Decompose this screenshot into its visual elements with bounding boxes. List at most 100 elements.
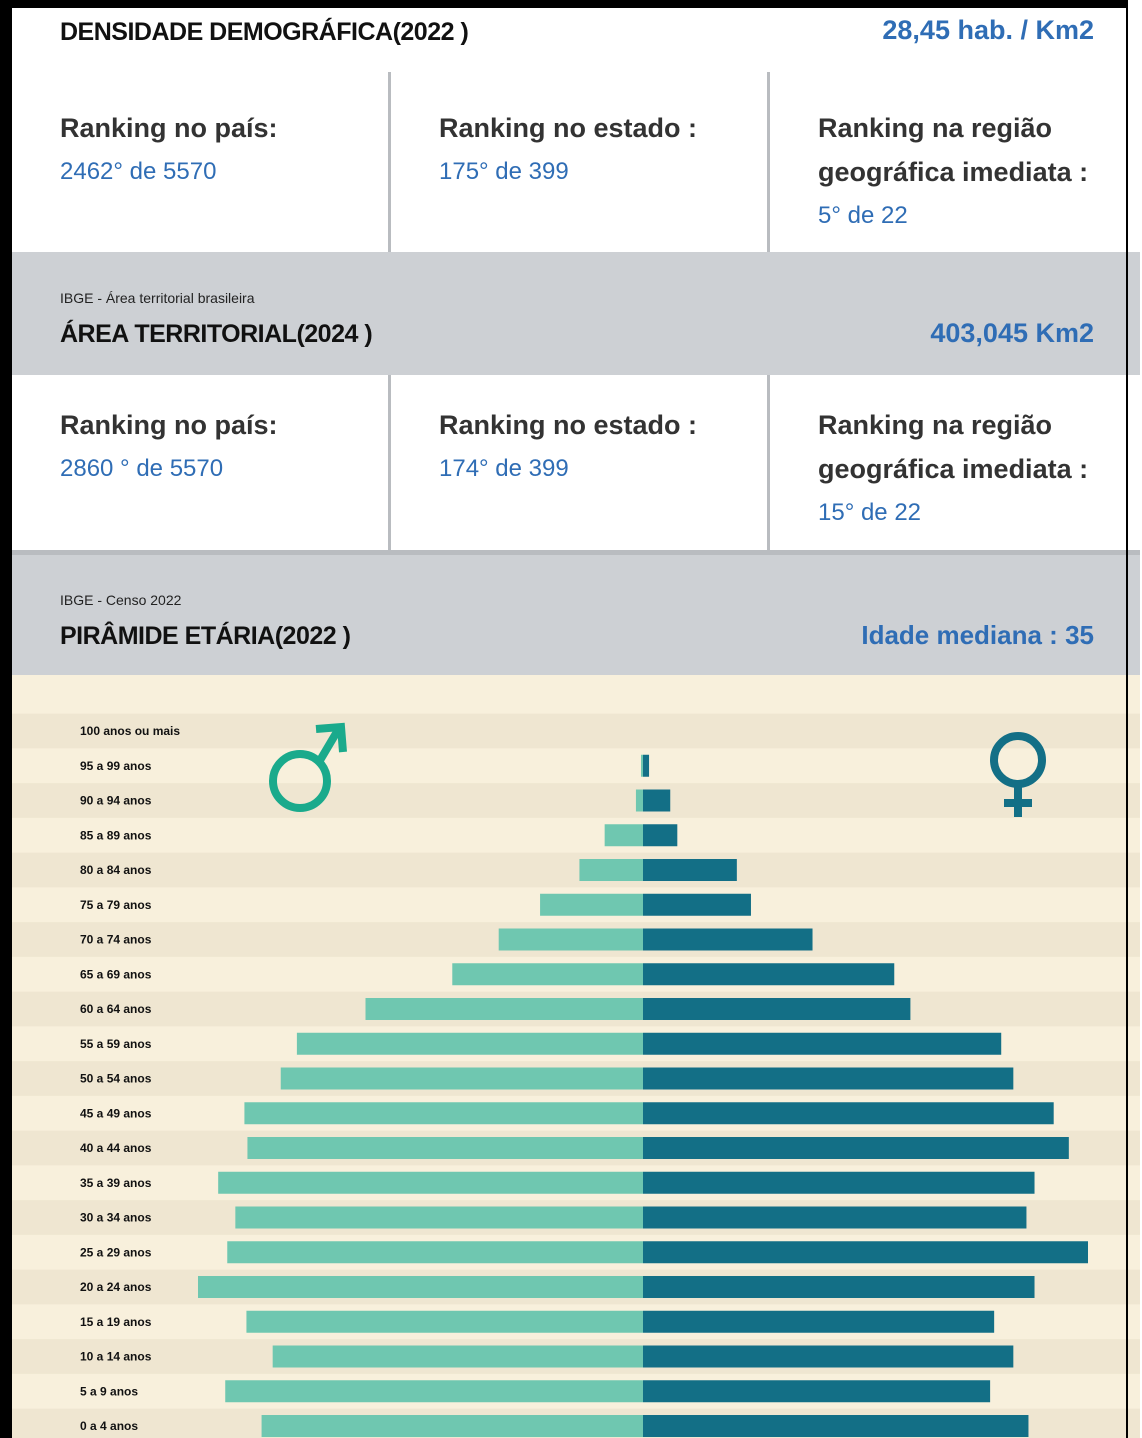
section-title: PIRÂMIDE ETÁRIA(2022 ) [60,622,351,650]
female-bar [643,859,737,881]
ranking-label: Ranking no estado : [439,113,698,143]
ranking: Ranking no país: 2462° de 5570 [12,72,390,252]
male-bar [296,1032,643,1055]
male-bar [246,1310,644,1333]
female-bar [643,1380,991,1403]
female-symbol [990,732,1046,817]
female-bar [643,1102,1054,1125]
y-tick-label: 95 a 99 anos [80,759,152,773]
density-section: DENSIDADE DEMOGRÁFICA(2022 ) 28,45 hab. … [12,0,1140,252]
y-tick-label: 70 a 74 anos [80,933,152,947]
section-title: DENSIDADE DEMOGRÁFICA(2022 ) [60,18,469,46]
ranking-value: 2860 ° de 5570 [60,455,224,482]
ranking-value: 174° de 399 [439,455,569,482]
female-bar [643,1276,1035,1298]
ranking-value: 2462° de 5570 [60,158,217,185]
male-bar [272,1345,643,1368]
male-bar [218,1171,644,1194]
female-bar [643,1345,1014,1368]
female-bar [643,1171,1035,1194]
female-bar [643,893,751,916]
male-bar [640,754,643,777]
female-bar [643,754,650,777]
rankings: Ranking no país: 2462° de 5570 Ranking no… [12,72,1140,252]
y-tick-label: 55 a 59 anos [80,1037,152,1051]
row-stripe [12,852,1140,888]
ranking: Ranking no país: 2860 ° de 5570 [12,375,390,550]
y-tick-label: 40 a 44 anos [80,1141,152,1155]
female-bar [643,1206,1027,1229]
ranking-value: 15° de 22 [818,499,922,526]
male-bar [247,1137,643,1159]
source: IBGE - Censo 2022 [60,592,182,608]
ranking-value: 175° de 399 [439,158,569,185]
area-rankings: Ranking no país: 2860 ° de 5570 Ranking n… [12,375,1140,555]
pyramid-header: IBGE - Censo 2022 PIRÂMIDE ETÁRIA(2022 )… [12,555,1140,675]
female-bar [643,1067,1014,1090]
male-bar [244,1102,643,1125]
y-tick-label: 30 a 34 anos [80,1211,152,1225]
pyramid-chart: 100 anos ou mais 95 a 99 anos 90 a 94 anos… [12,675,1140,1438]
y-tick-label: 75 a 79 anos [80,898,152,912]
y-tick-label: 10 a 14 anos [80,1350,152,1364]
male-bar [227,1241,643,1264]
male-bar [498,928,643,951]
y-tick-label: 20 a 24 anos [80,1280,152,1294]
y-tick-label: 0 a 4 anos [80,1419,138,1433]
y-tick-label: 15 a 19 anos [80,1315,152,1329]
male-bar [225,1380,643,1403]
female-bar [643,789,671,812]
y-tick-label: 90 a 94 anos [80,794,152,808]
ranking: Ranking no estado : 174° de 399 [388,375,766,550]
y-tick-label: 80 a 84 anos [80,863,152,877]
female-bar [643,1415,1029,1437]
median-age: Idade mediana : 35 [861,620,1094,650]
y-tick-label: 50 a 54 anos [80,1072,152,1086]
ranking-label: Ranking no país: [60,113,278,143]
male-bar [280,1067,643,1090]
female-bar [643,1241,1088,1264]
section-value: 28,45 hab. / Km2 [882,15,1094,45]
female-bar [643,1310,995,1333]
male-bar [198,1276,643,1298]
row-stripe [12,713,1140,749]
male-bar [540,893,643,916]
y-tick-label: 65 a 69 anos [80,967,152,981]
ranking: Ranking no estado : 175° de 399 [388,72,766,252]
male-bar [635,789,643,812]
male-bar [365,998,643,1020]
ranking-label: Ranking na região geográfica imediata : [818,410,1089,484]
female-bar [643,963,895,986]
female-bar [643,928,813,951]
male-bar [261,1415,643,1437]
male-symbol [269,722,347,812]
section-value: 403,045 Km2 [930,318,1094,348]
ranking-label: Ranking no estado : [439,410,698,440]
source: IBGE - Área territorial brasileira [60,290,255,306]
ranking-label: Ranking na região geográfica imediata : [818,113,1089,187]
y-tick-label: 25 a 29 anos [80,1245,152,1259]
male-bar [604,824,643,847]
y-tick-label: 35 a 39 anos [80,1176,152,1190]
ranking: Ranking na região geográfica imediata : 5… [767,72,1140,252]
ranking-value: 5° de 22 [818,202,908,229]
row-stripe [12,783,1140,818]
y-tick-label: 45 a 49 anos [80,1106,152,1120]
section-title: ÁREA TERRITORIAL(2024 ) [60,320,373,348]
female-bar [643,1032,1002,1055]
area-header: IBGE - Área territorial brasileira ÁREA … [12,252,1140,375]
y-tick-label: 5 a 9 anos [80,1384,138,1398]
ranking-label: Ranking no país: [60,410,278,440]
female-bar [643,998,911,1020]
female-bar [643,1137,1069,1159]
male-bar [579,859,643,881]
female-bar [643,824,678,847]
ranking: Ranking na região geográfica imediata : 1… [767,375,1140,550]
male-bar [235,1206,643,1229]
y-tick-label: 60 a 64 anos [80,1002,152,1016]
y-tick-label: 100 anos ou mais [80,724,180,738]
y-tick-label: 85 a 89 anos [80,828,152,842]
male-bar [452,963,643,986]
